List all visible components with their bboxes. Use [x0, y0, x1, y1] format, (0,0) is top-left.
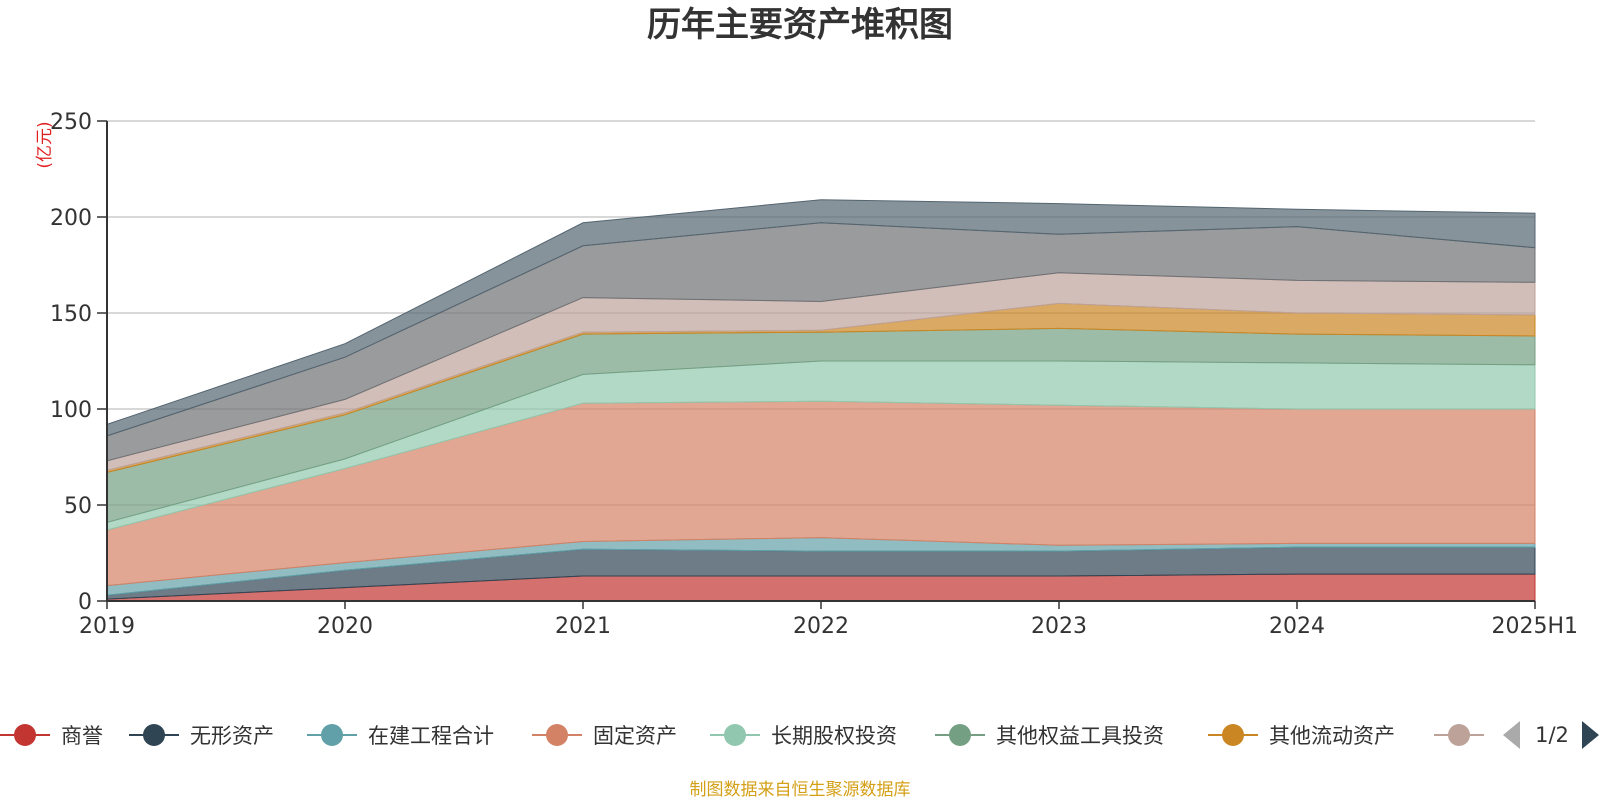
data-source-note: 制图数据来自恒生聚源数据库	[690, 780, 911, 800]
area-series-group[interactable]	[106, 199, 1536, 602]
legend[interactable]: 商誉 无形资产 在建工程合计 固定资产 长期股权投资 其他权益工具投资 其他流动资产	[0, 724, 1484, 748]
y-tick-label: 0	[78, 590, 92, 615]
legend-marker-icon	[1222, 724, 1244, 746]
legend-item-5[interactable]: 长期股权投资	[710, 724, 897, 748]
y-tick-label: 250	[50, 110, 92, 135]
legend-next-arrow-icon[interactable]	[1582, 721, 1599, 749]
y-tick-label: 100	[50, 398, 92, 423]
legend-item-1[interactable]: 商誉	[0, 724, 103, 748]
axes: 0 50 100 150 200 250 2019 2020 2021 2022 2023 2024 2…	[50, 110, 1578, 639]
x-tick-label: 2023	[1031, 614, 1087, 639]
legend-label: 固定资产	[593, 724, 677, 748]
legend-marker-icon	[546, 724, 568, 746]
legend-label: 商誉	[61, 724, 103, 748]
x-tick-label: 2025H1	[1491, 614, 1578, 639]
y-tick-label: 150	[50, 302, 92, 327]
x-tick-label: 2022	[793, 614, 849, 639]
legend-label: 在建工程合计	[368, 724, 494, 748]
legend-item-7[interactable]: 其他流动资产	[1208, 724, 1395, 748]
legend-marker-icon	[14, 724, 36, 746]
legend-item-6[interactable]: 其他权益工具投资	[935, 724, 1164, 748]
legend-marker-icon	[1448, 724, 1470, 746]
legend-label: 长期股权投资	[771, 724, 897, 748]
legend-item-8[interactable]	[1434, 724, 1484, 746]
legend-item-4[interactable]: 固定资产	[532, 724, 677, 748]
legend-page-indicator: 1/2	[1535, 723, 1569, 747]
legend-label: 其他权益工具投资	[996, 724, 1164, 748]
y-axis-unit-label: (亿元)	[35, 121, 55, 168]
legend-item-3[interactable]: 在建工程合计	[307, 724, 494, 748]
x-tick-label: 2024	[1269, 614, 1325, 639]
legend-label: 其他流动资产	[1269, 724, 1395, 748]
x-tick-label: 2021	[555, 614, 611, 639]
y-tick-label: 50	[64, 494, 92, 519]
legend-marker-icon	[143, 724, 165, 746]
area-series-10[interactable]	[106, 199, 1536, 437]
legend-marker-icon	[321, 724, 343, 746]
legend-marker-icon	[724, 724, 746, 746]
legend-prev-arrow-icon[interactable]	[1503, 721, 1520, 749]
x-tick-label: 2019	[79, 614, 135, 639]
legend-pager: 1/2	[1503, 721, 1599, 749]
legend-label: 无形资产	[190, 724, 274, 748]
chart-title: 历年主要资产堆积图	[647, 5, 953, 45]
x-tick-label: 2020	[317, 614, 373, 639]
legend-item-2[interactable]: 无形资产	[129, 724, 274, 748]
legend-marker-icon	[949, 724, 971, 746]
y-tick-label: 200	[50, 206, 92, 231]
